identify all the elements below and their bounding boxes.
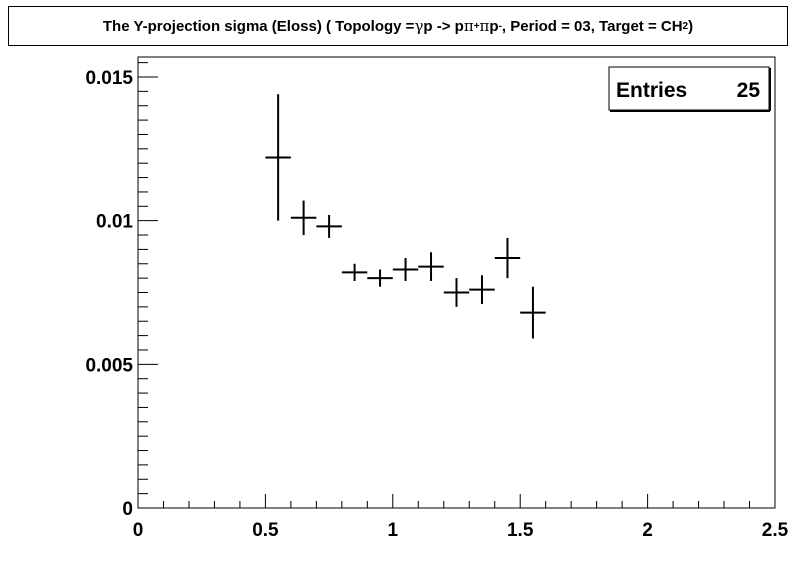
title-sub2: 2 <box>682 20 689 32</box>
title-minus: - <box>498 20 502 32</box>
data-point <box>520 286 546 339</box>
x-tick-label: 0 <box>133 520 144 541</box>
stats-value: 25 <box>737 79 761 102</box>
data-points <box>265 94 546 339</box>
x-tick-label: 2 <box>642 520 653 541</box>
title-prefix: The Y-projection sigma (Eloss) ( Topolog… <box>102 17 415 35</box>
data-point <box>443 278 470 307</box>
x-tick-label: 1.5 <box>507 520 534 541</box>
data-point <box>290 200 317 236</box>
data-point <box>418 252 444 282</box>
data-point <box>392 258 419 282</box>
data-point <box>316 214 342 238</box>
title-pi: π <box>463 17 474 35</box>
title-pi2: π <box>479 17 490 35</box>
chart-title: The Y-projection sigma (Eloss) ( Topolog… <box>8 6 788 46</box>
title-mid3: , Period = 03, Target = CH <box>501 17 683 35</box>
x-tick-label: 2.5 <box>762 520 789 541</box>
x-tick-label: 0.5 <box>252 520 279 541</box>
title-suffix: ) <box>688 17 694 35</box>
y-tick-label: 0.005 <box>85 355 133 376</box>
x-tick-label: 1 <box>388 520 399 541</box>
title-plus: + <box>473 20 480 32</box>
data-point <box>367 269 393 287</box>
stats-box-frame <box>608 66 770 111</box>
title-mid1: p -> p <box>423 17 464 35</box>
data-point <box>469 275 495 304</box>
title-gamma: γ <box>414 17 424 35</box>
title-p: p <box>489 17 499 35</box>
y-tick-label: 0 <box>122 499 133 520</box>
stats-box: Entries 25 <box>608 66 771 112</box>
data-point <box>494 237 521 279</box>
data-point <box>265 94 291 221</box>
stats-label: Entries <box>616 79 687 102</box>
axis-tick-labels: 0 0.5 1 1.5 2 2.5 0 0.005 0.01 0.015 <box>85 68 788 541</box>
y-tick-label: 0.015 <box>85 68 133 89</box>
data-point <box>341 263 368 282</box>
y-tick-label: 0.01 <box>96 212 133 233</box>
plot-frame <box>137 56 776 509</box>
axis-ticks <box>137 62 776 509</box>
